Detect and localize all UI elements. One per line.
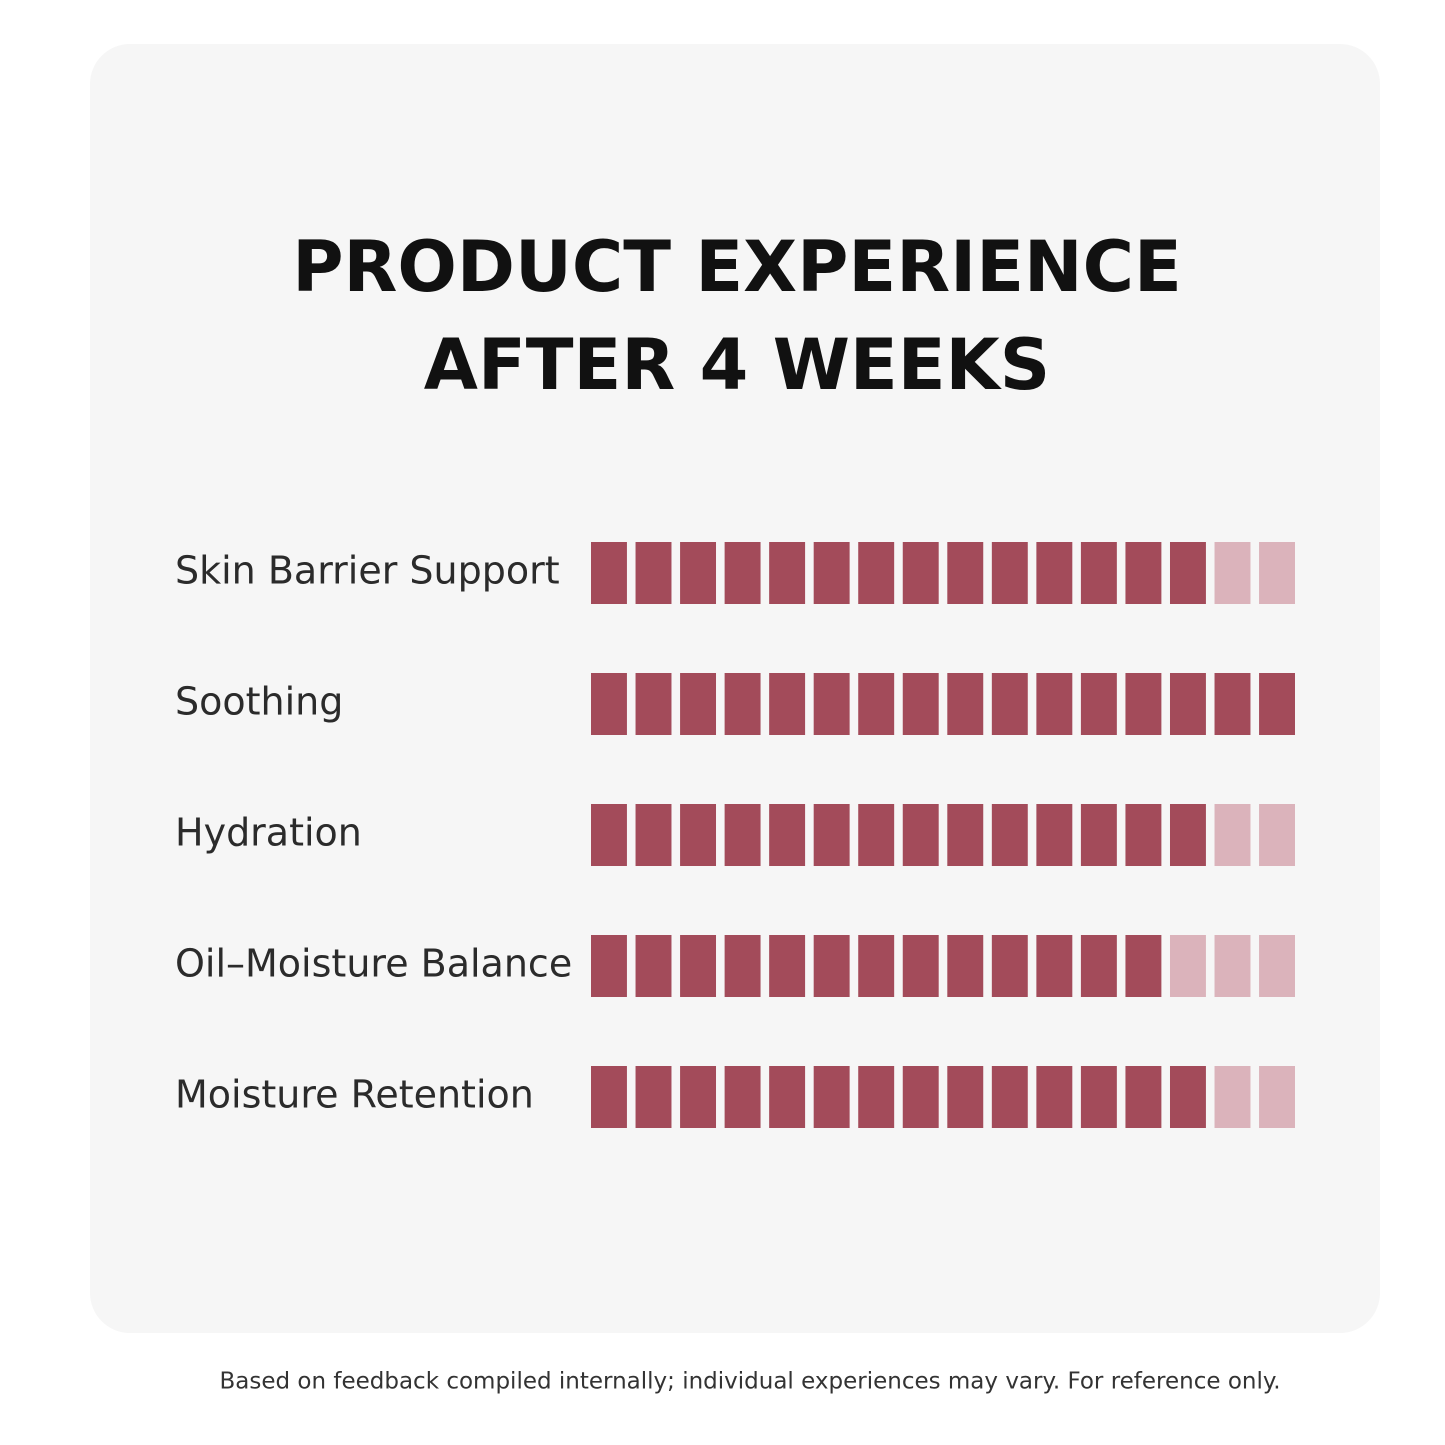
filled-segment [991,804,1028,866]
row-label: Oil–Moisture Balance [175,942,572,986]
filled-segment [991,1066,1028,1128]
filled-segment [991,673,1028,735]
filled-segment [1169,673,1206,735]
filled-segment [1125,935,1162,997]
filled-segment [858,935,895,997]
filled-segment [769,804,806,866]
filled-segment [1080,542,1117,604]
filled-segment [769,542,806,604]
chart-title: AFTER 4 WEEKS [424,324,1050,406]
filled-segment [724,804,761,866]
filled-segment [902,1066,939,1128]
filled-segment [680,673,717,735]
filled-segment [858,804,895,866]
filled-segment [813,935,850,997]
filled-segment [1125,804,1162,866]
empty-segment [1169,935,1206,997]
filled-segment [635,1066,672,1128]
filled-segment [1036,804,1073,866]
filled-segment [1036,542,1073,604]
filled-segment [769,673,806,735]
filled-segment [1080,1066,1117,1128]
filled-segment [591,542,627,604]
filled-segment [1036,673,1073,735]
row-label: Soothing [175,680,343,724]
filled-segment [724,673,761,735]
empty-segment [1259,804,1295,866]
filled-segment [1036,1066,1073,1128]
filled-segment [724,935,761,997]
filled-segment [947,935,984,997]
filled-segment [991,935,1028,997]
filled-segment [947,804,984,866]
filled-segment [813,1066,850,1128]
filled-segment [635,935,672,997]
filled-segment [1125,1066,1162,1128]
filled-segment [902,673,939,735]
filled-segment [769,935,806,997]
filled-segment [1080,673,1117,735]
filled-segment [680,1066,717,1128]
empty-segment [1259,542,1295,604]
filled-segment [1169,542,1206,604]
empty-segment [1214,542,1251,604]
filled-segment [1125,542,1162,604]
row-label: Hydration [175,811,362,855]
filled-segment [680,804,717,866]
empty-segment [1214,935,1251,997]
filled-segment [947,542,984,604]
filled-segment [1214,673,1251,735]
filled-segment [591,673,627,735]
filled-segment [991,542,1028,604]
filled-segment [724,542,761,604]
filled-segment [813,542,850,604]
empty-segment [1214,1066,1251,1128]
filled-segment [680,542,717,604]
filled-segment [769,1066,806,1128]
filled-segment [858,1066,895,1128]
row-label: Skin Barrier Support [175,549,560,593]
filled-segment [947,1066,984,1128]
filled-segment [902,542,939,604]
filled-segment [813,804,850,866]
filled-segment [591,1066,627,1128]
filled-segment [813,673,850,735]
filled-segment [1036,935,1073,997]
filled-segment [635,673,672,735]
filled-segment [947,673,984,735]
empty-segment [1259,935,1295,997]
footnote: Based on feedback compiled internally; i… [219,1369,1280,1395]
chart-title: PRODUCT EXPERIENCE [292,226,1182,308]
filled-segment [1080,804,1117,866]
filled-segment [680,935,717,997]
row-label: Moisture Retention [175,1073,534,1117]
filled-segment [902,935,939,997]
filled-segment [591,804,627,866]
filled-segment [1080,935,1117,997]
filled-segment [858,673,895,735]
filled-segment [1169,804,1206,866]
filled-segment [1169,1066,1206,1128]
filled-segment [902,804,939,866]
filled-segment [591,935,627,997]
filled-segment [724,1066,761,1128]
filled-segment [1125,673,1162,735]
filled-segment [858,542,895,604]
filled-segment [1259,673,1295,735]
empty-segment [1214,804,1251,866]
empty-segment [1259,1066,1295,1128]
filled-segment [635,542,672,604]
filled-segment [635,804,672,866]
